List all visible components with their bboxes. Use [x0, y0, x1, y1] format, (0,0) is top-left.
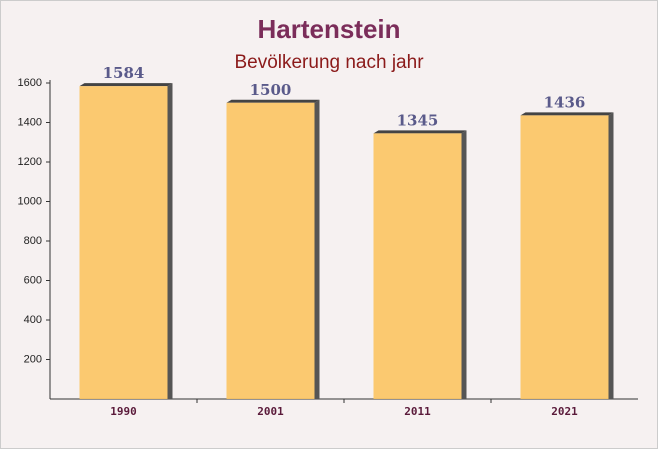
x-tick-label: 1990: [110, 405, 137, 418]
bar: [520, 115, 609, 399]
bar-shadow: [167, 83, 173, 399]
value-label: 1345: [397, 111, 439, 129]
bar-shadow-top: [520, 112, 614, 116]
value-label: 1584: [103, 64, 145, 82]
bar-shadow: [314, 99, 320, 399]
y-tick-label: 400: [24, 314, 42, 326]
y-tick-label: 1000: [18, 195, 42, 207]
value-label: 1436: [544, 93, 586, 111]
bar: [373, 133, 462, 400]
y-tick-label: 1400: [18, 116, 42, 128]
y-tick-label: 1200: [18, 156, 42, 168]
bar: [226, 102, 315, 399]
y-tick-label: 1600: [18, 77, 42, 89]
value-label: 1500: [250, 81, 292, 99]
bar-shadow: [461, 130, 467, 400]
chart-subtitle: Bevölkerung nach jahr: [234, 52, 424, 73]
bar-shadow-top: [79, 83, 173, 87]
x-tick-label: 2011: [404, 405, 431, 418]
y-tick-label: 800: [24, 235, 42, 247]
bar-shadow-top: [373, 130, 467, 134]
y-tick-label: 600: [24, 274, 42, 286]
y-tick-label: 200: [24, 353, 42, 365]
chart-title: Hartenstein: [257, 14, 400, 44]
bar-shadow: [608, 112, 614, 399]
x-tick-label: 2001: [257, 405, 284, 418]
x-tick-label: 2021: [551, 405, 578, 418]
bar: [79, 86, 168, 399]
bar-shadow-top: [226, 99, 320, 103]
